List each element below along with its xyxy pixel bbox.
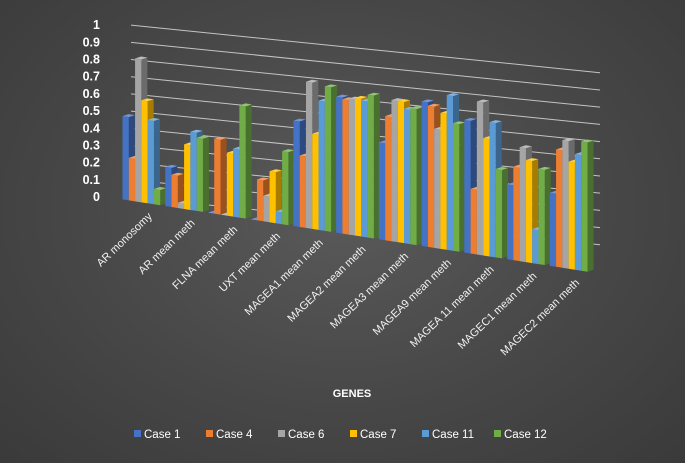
legend: Case 1 Case 4 Case 6 Case 7 Case 11 Case 12	[134, 429, 547, 441]
gridline	[130, 24, 601, 74]
bar	[410, 106, 423, 246]
legend-swatch	[206, 430, 213, 437]
y-tick-label: 0.6	[83, 87, 100, 101]
legend-item: Case 6	[278, 429, 324, 441]
y-tick-label: 0.3	[83, 139, 100, 153]
legend-swatch	[278, 430, 285, 437]
bar	[495, 167, 509, 259]
legend-item: Case 7	[350, 429, 396, 441]
legend-label: Case 4	[216, 429, 253, 441]
legend-label: Case 6	[288, 429, 324, 441]
bar	[239, 103, 252, 219]
gridline	[130, 59, 601, 108]
y-tick-label: 0.8	[83, 53, 100, 67]
legend-swatch	[494, 430, 501, 437]
bar	[367, 92, 380, 239]
legend-swatch	[422, 430, 429, 437]
y-tick-label: 0.7	[83, 70, 100, 84]
x-category-label: MAGEA 11 mean meth	[408, 264, 497, 350]
bar	[538, 166, 551, 266]
y-tick-label: 0.5	[83, 104, 100, 118]
bar	[196, 135, 209, 212]
bar	[453, 121, 466, 252]
bar	[147, 117, 160, 205]
legend-swatch	[134, 430, 141, 437]
legend-label: Case 12	[504, 429, 547, 441]
legend-item: Case 12	[494, 429, 547, 441]
legend-swatch	[350, 430, 357, 437]
legend-item: Case 4	[206, 429, 253, 441]
x-axis-title: GENES	[333, 388, 372, 400]
bar	[282, 149, 295, 226]
legend-label: Case 7	[360, 429, 396, 441]
bar	[581, 139, 594, 272]
legend-label: Case 1	[144, 429, 180, 441]
y-tick-label: 0	[93, 190, 100, 204]
gridline	[130, 41, 601, 91]
y-tick-label: 1	[93, 18, 100, 32]
bar	[171, 172, 184, 208]
bar-series-group	[122, 56, 594, 272]
bar	[214, 136, 227, 215]
bar	[324, 84, 338, 232]
y-tick-label: 0.9	[83, 35, 100, 49]
legend-item: Case 11	[422, 429, 474, 441]
y-tick-label: 0.2	[83, 156, 100, 170]
bar	[153, 186, 167, 206]
y-tick-label: 0.4	[83, 121, 100, 135]
legend-label: Case 11	[432, 429, 474, 441]
legend-item: Case 1	[134, 429, 180, 441]
y-axis-tick-labels: 0 0.1 0.2 0.3 0.4 0.5 0.6 0.7 0.8 0.9 1	[83, 18, 100, 204]
y-tick-label: 0.1	[83, 173, 100, 187]
